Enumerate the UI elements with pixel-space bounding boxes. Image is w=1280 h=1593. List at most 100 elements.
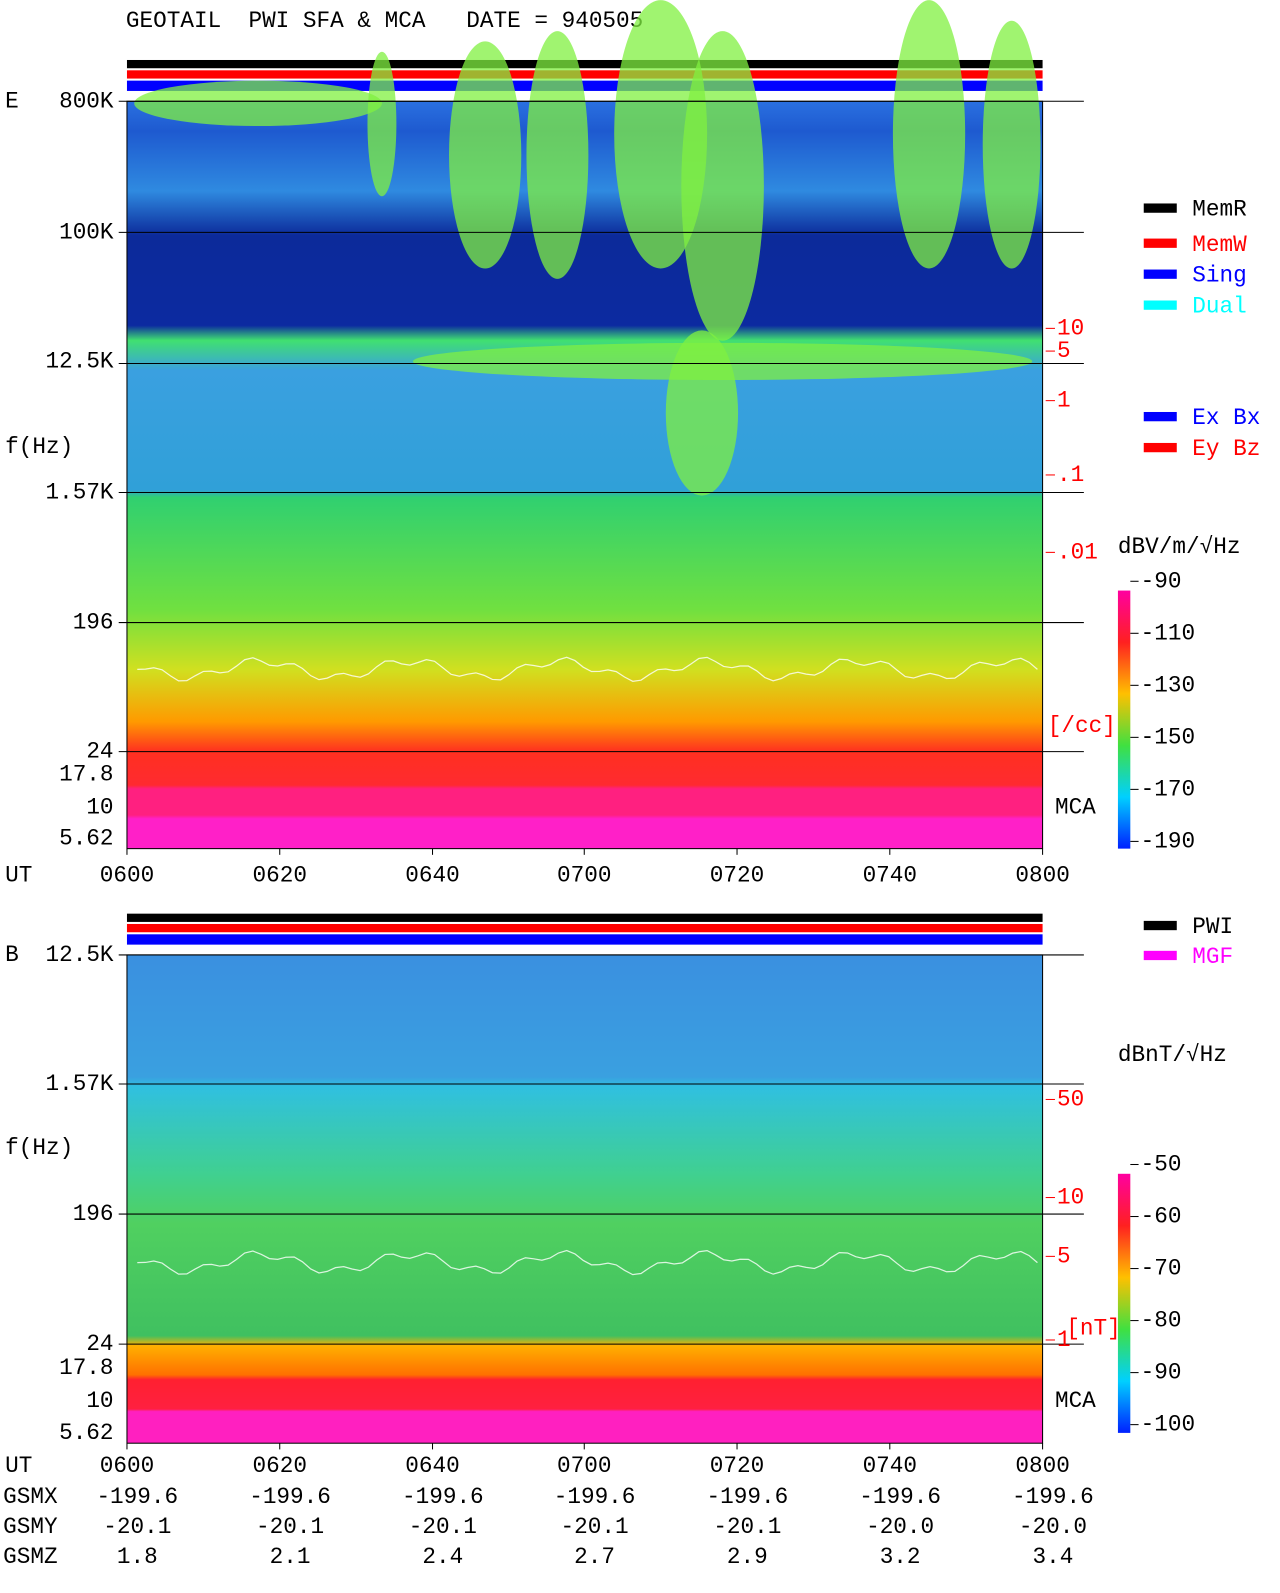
colorbar-tick-label: -190 bbox=[1141, 828, 1195, 854]
colorbar-tick-label: -150 bbox=[1141, 724, 1195, 750]
orbit-value: -20.1 bbox=[103, 1514, 171, 1540]
status-bar bbox=[126, 59, 1043, 69]
scale-unit: [/cc] bbox=[1048, 713, 1116, 739]
legend-label: MemW bbox=[1192, 232, 1247, 258]
x-tick-label: 0800 bbox=[1015, 862, 1069, 888]
orbit-value: -20.0 bbox=[866, 1514, 934, 1540]
legend-swatch bbox=[1143, 411, 1177, 422]
scale-tick-label: 50 bbox=[1057, 1086, 1084, 1112]
legend-swatch bbox=[1143, 269, 1177, 279]
colorbar-unit: dBV/m/√Hz bbox=[1118, 534, 1241, 560]
colorbar-tick-label: -90 bbox=[1141, 1360, 1182, 1386]
y-tick-label: 5.62 bbox=[59, 1420, 113, 1446]
colorbar bbox=[1117, 1173, 1131, 1433]
legend-label: Ey Bz bbox=[1192, 436, 1260, 462]
x-tick-label: 0600 bbox=[100, 862, 154, 888]
orbit-name: GSMY bbox=[3, 1514, 58, 1540]
colorbar-tick-label: -70 bbox=[1141, 1256, 1182, 1282]
emission bbox=[665, 330, 739, 496]
orbit-value: 2.9 bbox=[727, 1544, 768, 1570]
orbit-value: -20.0 bbox=[1019, 1514, 1087, 1540]
y-tick-label: 12.5K bbox=[45, 348, 113, 374]
legend-swatch bbox=[1143, 920, 1177, 931]
x-tick-label: 0700 bbox=[557, 862, 611, 888]
orbit-value: 1.8 bbox=[117, 1544, 158, 1570]
orbit-name: GSMZ bbox=[3, 1544, 57, 1570]
legend-swatch bbox=[1143, 950, 1177, 961]
legend-label: MGF bbox=[1192, 944, 1233, 970]
y-tick-label: 100K bbox=[59, 219, 114, 245]
y-tick-label: 10 bbox=[86, 794, 113, 820]
colorbar-tick-label: -130 bbox=[1141, 672, 1195, 698]
y-tick-label: 12.5K bbox=[45, 942, 113, 968]
scale-tick-label: .1 bbox=[1057, 462, 1084, 488]
mca-label: MCA bbox=[1055, 1388, 1096, 1414]
emission bbox=[134, 80, 382, 127]
x-axis-label: UT bbox=[5, 1453, 32, 1479]
orbit-value: 3.2 bbox=[880, 1544, 921, 1570]
orbit-value: -20.1 bbox=[409, 1514, 477, 1540]
orbit-value: 2.7 bbox=[574, 1544, 615, 1570]
x-tick-label: 0620 bbox=[253, 1453, 307, 1479]
status-bar bbox=[126, 934, 1043, 945]
orbit-value: -20.1 bbox=[561, 1514, 629, 1540]
orbit-value: -199.6 bbox=[859, 1484, 941, 1510]
y-tick-label: 17.8 bbox=[59, 1355, 113, 1381]
orbit-value: -20.1 bbox=[256, 1514, 324, 1540]
x-tick-label: 0640 bbox=[405, 1453, 459, 1479]
y-tick-label: 24 bbox=[86, 739, 113, 765]
legend-label: Dual bbox=[1192, 294, 1246, 320]
orbit-value: -199.6 bbox=[96, 1484, 178, 1510]
emission bbox=[982, 20, 1041, 269]
x-axis-label: UT bbox=[5, 862, 32, 888]
orbit-value: -20.1 bbox=[713, 1514, 781, 1540]
x-tick-label: 0640 bbox=[405, 862, 459, 888]
orbit-name: GSMX bbox=[3, 1484, 58, 1510]
x-tick-label: 0600 bbox=[100, 1453, 154, 1479]
y-axis-label: f(Hz) bbox=[5, 1135, 73, 1161]
scale-tick-label: 5 bbox=[1057, 1243, 1071, 1269]
orbit-value: -199.6 bbox=[1012, 1484, 1094, 1510]
x-tick-label: 0740 bbox=[863, 1453, 917, 1479]
legend-swatch bbox=[1143, 203, 1177, 213]
y-tick-label: 196 bbox=[73, 1201, 114, 1227]
y-tick-label: 196 bbox=[73, 610, 114, 636]
scale-tick-label: 10 bbox=[1057, 315, 1084, 341]
colorbar-tick-label: -100 bbox=[1141, 1412, 1195, 1438]
x-tick-label: 0720 bbox=[710, 1453, 764, 1479]
y-tick-label: 10 bbox=[86, 1388, 113, 1414]
x-tick-label: 0740 bbox=[863, 862, 917, 888]
emission bbox=[892, 0, 966, 269]
scale-tick-label: 5 bbox=[1057, 338, 1071, 364]
colorbar-tick-label: -50 bbox=[1141, 1152, 1182, 1178]
mca-label: MCA bbox=[1055, 794, 1096, 820]
legend-label: Ex Bx bbox=[1192, 405, 1260, 431]
y-tick-label: 17.8 bbox=[59, 761, 113, 787]
orbit-value: -199.6 bbox=[554, 1484, 636, 1510]
density-trace bbox=[137, 1249, 1038, 1276]
y-tick-label: 5.62 bbox=[59, 825, 113, 851]
y-tick-label: 1.57K bbox=[45, 480, 113, 506]
orbit-value: -199.6 bbox=[707, 1484, 789, 1510]
x-tick-label: 0700 bbox=[557, 1453, 611, 1479]
orbit-value: 2.1 bbox=[270, 1544, 311, 1570]
colorbar-tick-label: -110 bbox=[1141, 620, 1195, 646]
legend-swatch bbox=[1143, 300, 1177, 310]
scale-tick-label: 1 bbox=[1057, 1327, 1071, 1353]
legend-label: Sing bbox=[1192, 263, 1246, 289]
density-trace bbox=[137, 656, 1038, 682]
legend-swatch bbox=[1143, 238, 1177, 248]
legend-swatch bbox=[1143, 442, 1177, 453]
orbit-value: -199.6 bbox=[249, 1484, 331, 1510]
y-axis-label: f(Hz) bbox=[5, 434, 73, 460]
colorbar-tick-label: -170 bbox=[1141, 776, 1195, 802]
spectrogram bbox=[126, 101, 1043, 849]
scale-tick-label: .01 bbox=[1057, 539, 1098, 565]
y-tick-label: 1.57K bbox=[45, 1071, 113, 1097]
legend-label: MemR bbox=[1192, 197, 1247, 223]
status-bar bbox=[126, 80, 1043, 91]
status-bar bbox=[126, 70, 1043, 79]
emission bbox=[681, 31, 764, 341]
title: GEOTAIL PWI SFA & MCA DATE = 940505 bbox=[126, 8, 643, 34]
